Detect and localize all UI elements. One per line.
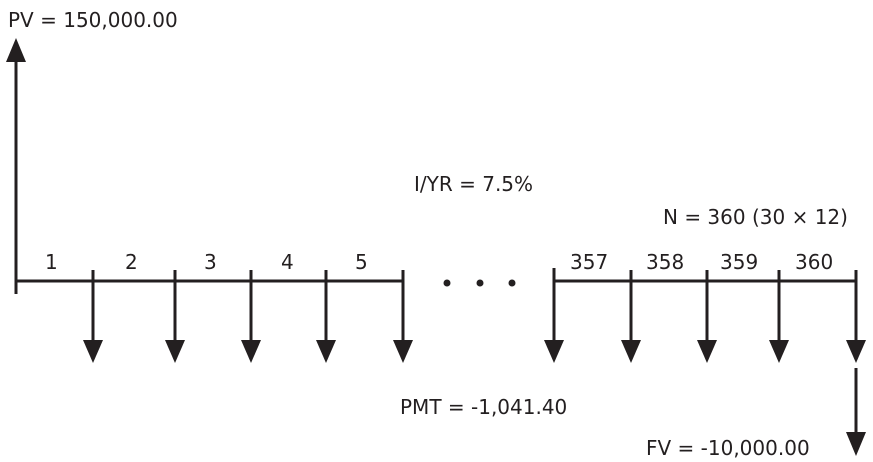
- period-label-360: 360: [795, 250, 833, 274]
- period-label-359: 359: [720, 250, 758, 274]
- period-label-1: 1: [45, 250, 58, 274]
- pmt-arrow-358: [621, 270, 641, 363]
- n-label: N = 360 (30 × 12): [663, 205, 848, 229]
- pv-label: PV = 150,000.00: [8, 8, 178, 32]
- fv-arrow: [846, 368, 866, 456]
- period-label-5: 5: [355, 250, 368, 274]
- period-label-357: 357: [570, 250, 608, 274]
- period-label-3: 3: [204, 250, 217, 274]
- pmt-arrow-final: [846, 270, 866, 363]
- pmt-arrow-3: [241, 270, 261, 363]
- pmt-arrow-4: [316, 270, 336, 363]
- pmt-label: PMT = -1,041.40: [400, 395, 567, 419]
- pmt-arrow-357: [544, 281, 564, 363]
- period-label-2: 2: [125, 250, 138, 274]
- pmt-arrow-359: [697, 270, 717, 363]
- ellipsis-dots: [443, 279, 516, 287]
- pv-arrow: [6, 38, 26, 281]
- period-label-4: 4: [281, 250, 294, 274]
- pmt-arrow-360: [769, 270, 789, 363]
- pmt-arrow-1: [83, 270, 103, 363]
- fv-label: FV = -10,000.00: [646, 436, 810, 460]
- iyr-label: I/YR = 7.5%: [414, 172, 533, 196]
- period-label-358: 358: [646, 250, 684, 274]
- pmt-arrow-5: [393, 270, 413, 363]
- pmt-arrow-2: [165, 270, 185, 363]
